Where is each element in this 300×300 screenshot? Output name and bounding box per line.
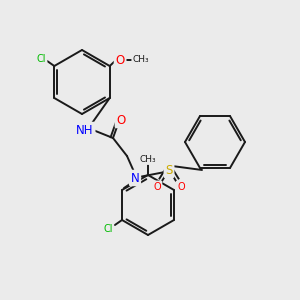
Text: Cl: Cl: [36, 54, 46, 64]
Text: CH₃: CH₃: [140, 154, 156, 164]
Text: O: O: [116, 53, 125, 67]
Text: O: O: [177, 182, 185, 192]
Text: NH: NH: [76, 124, 94, 136]
Text: O: O: [153, 182, 161, 192]
Text: CH₃: CH₃: [133, 56, 149, 64]
Text: S: S: [165, 164, 173, 176]
Text: Cl: Cl: [103, 224, 112, 234]
Text: N: N: [130, 172, 140, 184]
Text: O: O: [116, 113, 126, 127]
